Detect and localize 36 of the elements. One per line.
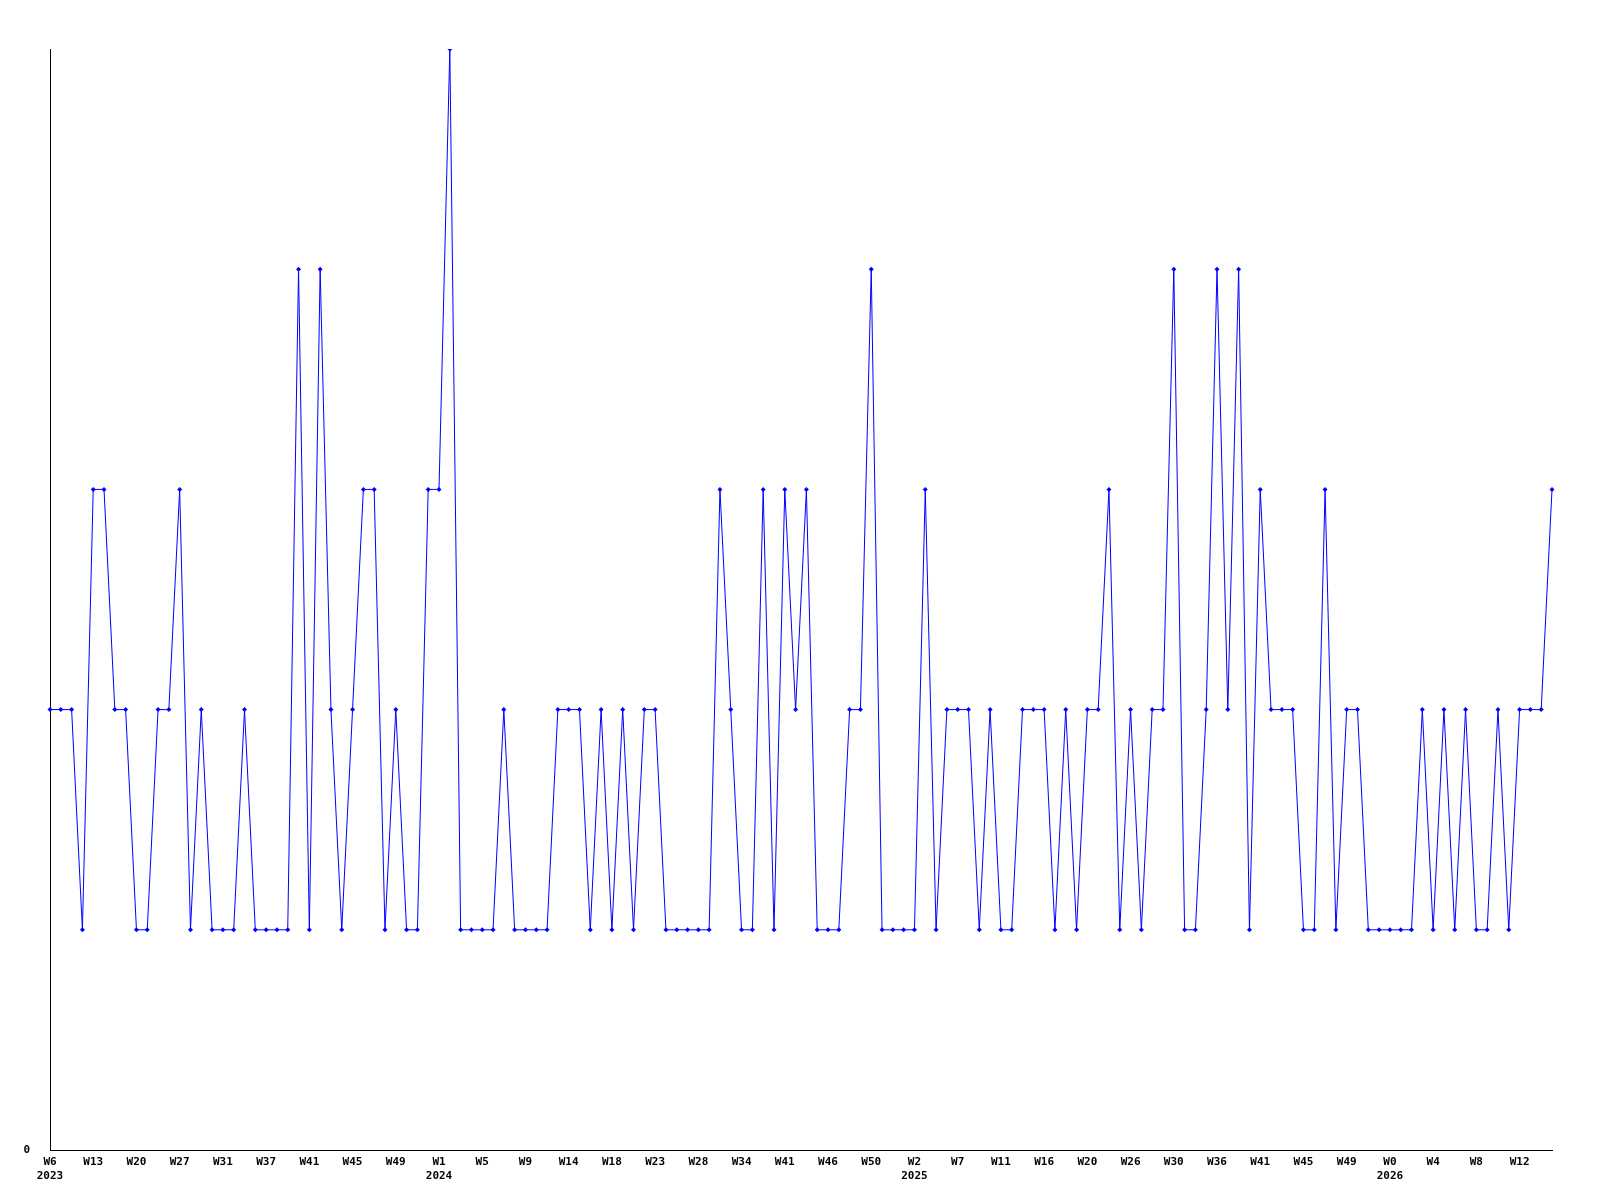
x-tick-label: W41 [774, 1155, 796, 1169]
x-tick-label: W41 [299, 1155, 320, 1169]
x-tick-label: W18 [601, 1155, 622, 1169]
x-tick-label: W49 [1336, 1155, 1357, 1169]
x-tick-label: W1 2024 [425, 1155, 453, 1182]
x-tick-label: W31 [212, 1155, 234, 1169]
x-tick-label: W5 [475, 1155, 489, 1169]
x-tick-label: W0 2026 [1376, 1155, 1404, 1182]
text: 0 [23, 1142, 30, 1156]
x-tick-label: W45 [1293, 1155, 1314, 1169]
x-tick-label: W13 [83, 1155, 104, 1169]
x-tick-label: W9 [518, 1155, 533, 1169]
x-tick-label: W8 [1469, 1155, 1483, 1169]
x-tick-label: W45 [342, 1155, 363, 1169]
x-tick-label: W50 [861, 1155, 882, 1169]
x-tick-label: W16 [1034, 1155, 1055, 1169]
x-tick-label: W46 [818, 1155, 839, 1169]
x-tick-label: W6 2023 [36, 1155, 64, 1182]
x-tick-label: W23 [645, 1155, 666, 1169]
x-tick-label: W26 [1120, 1155, 1141, 1169]
x-tick-label: W34 [731, 1155, 752, 1169]
x-tick-label: W7 [951, 1155, 965, 1169]
x-tick-label: W27 [169, 1155, 190, 1169]
x-tick-label: W4 [1426, 1155, 1441, 1169]
x-tick-label: W49 [385, 1155, 406, 1169]
x-tick-label: W12 [1509, 1155, 1530, 1169]
x-tick-label: W28 [688, 1155, 709, 1169]
x-tick-label: W11 [990, 1155, 1012, 1169]
x-tick-label: W36 [1207, 1155, 1228, 1169]
x-tick-label: W2 2025 [901, 1155, 928, 1182]
x-tick-label: W37 [256, 1155, 277, 1169]
x-tick-label: W14 [558, 1155, 579, 1169]
x-tick-label: W30 [1163, 1155, 1184, 1169]
x-tick-label: W20 [1077, 1155, 1098, 1169]
x-tick-label: W41 [1250, 1155, 1271, 1169]
x-tick-label: W20 [126, 1155, 147, 1169]
